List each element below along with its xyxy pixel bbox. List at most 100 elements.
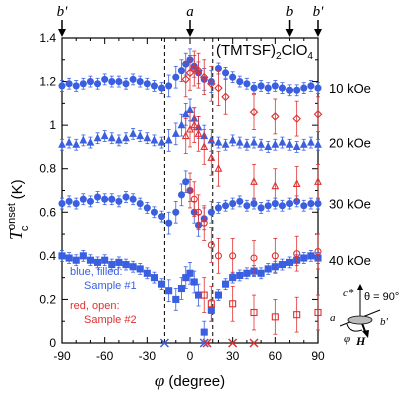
y-tick-label: 1.2 (39, 75, 56, 89)
data-point (236, 197, 244, 205)
data-point (194, 129, 203, 137)
data-point (214, 291, 222, 299)
x-tick-label: 30 (226, 349, 240, 363)
data-point (257, 269, 265, 277)
data-point (185, 68, 195, 78)
data-point (158, 280, 166, 288)
x-tick-label: 60 (269, 349, 283, 363)
data-point (292, 142, 301, 150)
data-point (249, 107, 259, 117)
data-point (307, 200, 315, 208)
x-tick-label: -30 (139, 349, 157, 363)
data-point (229, 274, 237, 282)
data-point (129, 195, 137, 203)
data-point (136, 78, 144, 86)
data-point (114, 135, 123, 144)
data-point (158, 213, 166, 221)
y-tick-label: 1 (49, 118, 56, 132)
data-point (194, 291, 203, 299)
data-series (58, 48, 323, 344)
data-point (115, 78, 123, 86)
data-point (122, 261, 130, 269)
zero-cross (249, 338, 259, 348)
inset-phi: φ (344, 333, 350, 345)
data-point (214, 163, 223, 172)
data-point (222, 280, 230, 288)
data-point (307, 82, 315, 90)
data-point (164, 135, 173, 144)
data-point (150, 208, 158, 216)
inset-H: H (355, 334, 366, 348)
data-point (65, 197, 73, 205)
data-point (306, 137, 315, 146)
data-point (72, 200, 80, 208)
data-point (250, 177, 258, 185)
y-tick-label: 0.2 (39, 292, 56, 306)
data-point (65, 254, 73, 262)
data-point (293, 311, 301, 319)
y-tick-label: 0.8 (39, 162, 56, 176)
data-point (122, 193, 130, 201)
data-point (307, 252, 315, 260)
data-point (100, 131, 109, 140)
top-label: a (186, 4, 194, 20)
data-point (194, 208, 203, 216)
data-point (165, 287, 173, 295)
inset-theta: θ = 90° (364, 291, 399, 303)
top-arrowhead (186, 29, 194, 37)
data-point (72, 140, 81, 148)
data-point (229, 252, 237, 260)
data-point (182, 274, 190, 282)
top-arrowhead (285, 29, 294, 37)
direction-labels: b' a b b' (57, 4, 324, 37)
data-point (157, 137, 166, 146)
data-point (278, 84, 286, 92)
data-point (300, 254, 308, 262)
y-axis-ticks: 0 0.2 0.4 0.6 0.8 1 1.2 1.4 (39, 31, 318, 350)
data-point (222, 202, 230, 210)
data-point (177, 120, 186, 129)
zero-cross (202, 338, 212, 348)
y-tick-label: 0 (49, 336, 56, 350)
data-point (165, 219, 173, 227)
data-point (243, 269, 251, 277)
data-point (186, 105, 194, 113)
data-point (94, 80, 102, 88)
legend-sample1-line1: blue, filled: (70, 266, 123, 278)
data-point (86, 197, 94, 205)
inset-a: a (330, 312, 336, 324)
data-point (72, 256, 80, 264)
data-point (250, 254, 258, 262)
data-point (122, 80, 130, 88)
data-point (107, 133, 116, 142)
data-point (314, 84, 322, 92)
data-point (271, 313, 279, 321)
data-point (214, 137, 223, 146)
data-point (242, 140, 251, 148)
data-point (65, 137, 74, 146)
data-point (222, 69, 230, 77)
data-point (143, 133, 152, 142)
data-point (271, 252, 279, 260)
zero-cross (159, 338, 169, 348)
legend-sample2-line2: Sample #2 (84, 314, 137, 326)
data-point (79, 135, 88, 144)
data-point (86, 78, 94, 86)
data-point (177, 67, 186, 75)
data-point (207, 79, 216, 89)
data-point (79, 80, 87, 88)
data-point (177, 191, 186, 199)
data-point (293, 250, 301, 258)
series (58, 250, 322, 344)
data-point (172, 73, 180, 81)
data-point (94, 258, 102, 266)
data-point (186, 186, 194, 195)
data-point (93, 133, 102, 142)
data-point (292, 114, 301, 123)
legend-sample1-line2: Sample #1 (84, 280, 137, 292)
data-point (101, 75, 109, 83)
data-point (278, 202, 286, 210)
data-point (250, 137, 258, 146)
data-point (194, 66, 203, 75)
